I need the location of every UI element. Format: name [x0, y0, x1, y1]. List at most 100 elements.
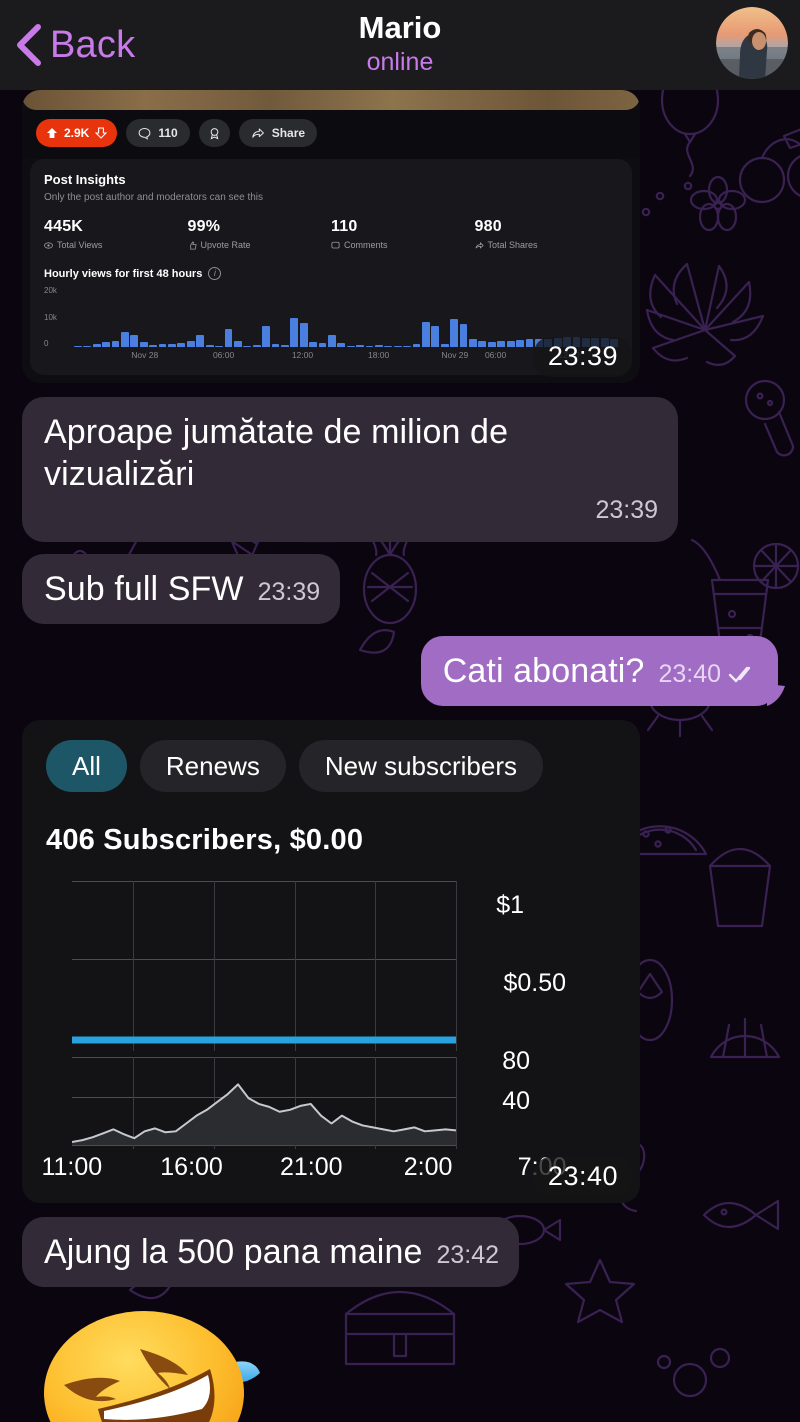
x-tick: 11:00 — [41, 1153, 103, 1181]
bar — [83, 345, 92, 347]
message-row: Cati abonati? 23:40 — [0, 636, 800, 706]
x-tick: Nov 29 — [441, 350, 469, 360]
bar — [139, 342, 148, 347]
bar — [375, 344, 383, 347]
bar — [224, 329, 233, 347]
revenue-y-tick: $1 — [496, 891, 524, 919]
subscribers-stats-screenshot[interactable]: All Renews New subscribers 406 Subscribe… — [22, 720, 640, 1203]
arrow-down-icon — [95, 127, 108, 139]
tab-new-subscribers[interactable]: New subscribers — [298, 740, 544, 792]
bar — [252, 345, 261, 347]
message-text: Ajung la 500 pana maine — [44, 1233, 423, 1271]
bar — [412, 344, 421, 347]
stat-value: 445K — [44, 218, 84, 235]
post-insights-panel: Post Insights Only the post author and m… — [30, 159, 632, 375]
message-timestamp: 23:40 — [658, 659, 758, 692]
post-image-strip — [22, 90, 640, 110]
bar — [497, 341, 506, 347]
incoming-emoji-rofl[interactable] — [0, 1287, 800, 1422]
subscribers-chart-grid — [72, 1057, 457, 1149]
stat-comments: 110 Comments — [331, 218, 475, 250]
back-button[interactable]: Back — [14, 23, 135, 67]
message-timestamp: 23:42 — [436, 1241, 500, 1269]
share-label: Share — [271, 126, 306, 140]
stat-label: Total Views — [57, 240, 103, 250]
y-tick: 10k — [44, 313, 57, 322]
message-timestamp: 23:39 — [533, 337, 632, 377]
bar — [346, 345, 355, 347]
subscribers-chart: 80 40 — [46, 1047, 616, 1149]
bar — [422, 322, 430, 347]
comments-pill[interactable]: 110 — [126, 119, 190, 147]
bar — [506, 340, 515, 347]
timestamp-text: 23:40 — [658, 660, 721, 688]
hourly-views-title: Hourly views for first 48 hours — [44, 267, 203, 280]
share-pill[interactable]: Share — [238, 119, 318, 147]
stat-total-views: 445K Total Views — [44, 218, 188, 250]
bar — [111, 340, 120, 347]
x-tick: 2:00 — [403, 1153, 453, 1181]
y-tick: 20k — [44, 286, 57, 295]
hourly-views-header: Hourly views for first 48 hours i — [44, 267, 618, 280]
chat-header: Back Mario online — [0, 0, 800, 90]
incoming-text-sfw[interactable]: Sub full SFW 23:39 — [22, 554, 341, 624]
stat-label: Comments — [344, 240, 388, 250]
tab-all[interactable]: All — [46, 740, 127, 792]
share-arrow-icon — [252, 128, 264, 138]
x-tick: 12:00 — [291, 350, 314, 360]
subscribers-area-series — [72, 1057, 456, 1145]
reddit-post-insights-screenshot[interactable]: 2.9K 110 — [22, 90, 640, 383]
bar — [74, 345, 82, 347]
bar — [158, 344, 167, 347]
comment-count: 110 — [158, 126, 178, 140]
chevron-left-icon — [17, 24, 41, 66]
message-timestamp: 23:39 — [595, 496, 658, 524]
bar — [243, 345, 252, 347]
award-pill[interactable] — [198, 119, 230, 147]
bar — [233, 340, 242, 347]
bar-series — [74, 289, 618, 347]
bar — [149, 344, 158, 347]
bar — [196, 335, 205, 347]
bar — [450, 319, 459, 347]
stat-value: 110 — [331, 218, 358, 235]
bar — [318, 342, 327, 347]
x-tick: 16:00 — [160, 1153, 223, 1181]
double-check-icon — [728, 666, 751, 683]
bar — [459, 323, 468, 347]
bar — [440, 343, 449, 347]
incoming-text-goal[interactable]: Ajung la 500 pana maine 23:42 — [22, 1217, 520, 1287]
upvote-rate-icon — [189, 240, 197, 250]
upvote-pill[interactable]: 2.9K — [36, 119, 118, 147]
bar — [365, 345, 374, 347]
tab-renews[interactable]: Renews — [139, 740, 286, 792]
bar — [130, 334, 139, 347]
revenue-chart: $1 $0.50 — [46, 881, 616, 1051]
message-row: Ajung la 500 pana maine 23:42 — [0, 1217, 800, 1287]
chat-messages: 2.9K 110 — [0, 90, 800, 1422]
back-label: Back — [50, 23, 136, 66]
bar — [525, 339, 534, 347]
outgoing-text-question[interactable]: Cati abonati? 23:40 — [420, 636, 785, 706]
message-text: Sub full SFW — [44, 570, 244, 608]
info-icon[interactable]: i — [208, 267, 222, 280]
x-tick: 21:00 — [279, 1153, 343, 1181]
revenue-line-series — [72, 881, 456, 1051]
message-row: Aproape jumătate de milion de vizualizăr… — [0, 397, 800, 542]
award-icon — [210, 127, 219, 139]
x-tick: 06:00 — [484, 350, 507, 360]
bar — [262, 325, 270, 347]
message-text: Cati abonati? — [442, 652, 645, 690]
bar — [469, 338, 477, 347]
bar — [478, 340, 487, 347]
rolling-on-the-floor-laughing-emoji — [44, 1311, 260, 1422]
bar — [384, 345, 393, 347]
y-tick: 0 — [44, 339, 49, 348]
insights-stats-row: 445K Total Views 99% — [44, 218, 618, 250]
subscribers-summary: 406 Subscribers, $0.00 — [46, 824, 364, 856]
subscribers-panel: All Renews New subscribers 406 Subscribe… — [22, 720, 640, 1203]
incoming-text-views[interactable]: Aproape jumătate de milion de vizualizăr… — [22, 397, 678, 542]
avatar[interactable] — [716, 7, 788, 79]
bar — [431, 326, 440, 347]
message-timestamp: 23:40 — [533, 1157, 632, 1197]
